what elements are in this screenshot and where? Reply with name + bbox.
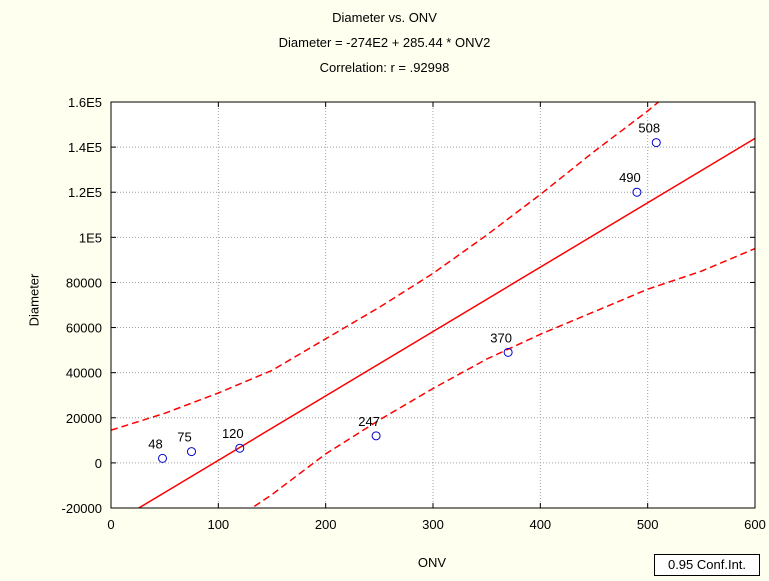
data-point bbox=[187, 447, 196, 457]
data-label: 75 bbox=[177, 430, 191, 445]
x-tick-label: 0 bbox=[107, 517, 114, 532]
data-label: 247 bbox=[358, 414, 380, 429]
y-tick-label: 80000 bbox=[66, 275, 102, 290]
data-label: 508 bbox=[638, 121, 660, 136]
y-tick-label: 60000 bbox=[66, 321, 102, 336]
correlation-text: Correlation: r = .92998 bbox=[319, 60, 450, 75]
chart-subtitle: Diameter = -274E2 + 285.44 * ONV2 bbox=[278, 35, 491, 50]
x-tick-label: 300 bbox=[422, 517, 444, 532]
legend-conf-int: 0.95 Conf.Int. bbox=[654, 554, 760, 576]
y-axis-label: Diameter bbox=[26, 273, 42, 327]
data-label: 490 bbox=[619, 170, 641, 185]
x-tick-label: 200 bbox=[315, 517, 337, 532]
x-axis-label: ONV bbox=[417, 555, 447, 570]
conf-lower-line bbox=[250, 247, 755, 508]
data-point bbox=[158, 453, 168, 463]
chart-title: Diameter vs. ONV bbox=[332, 10, 437, 25]
y-tick-label: 1E5 bbox=[79, 230, 102, 245]
y-tick-label: 20000 bbox=[66, 411, 102, 426]
y-tick-label: 0 bbox=[95, 456, 102, 471]
data-point bbox=[632, 187, 642, 197]
regression-line bbox=[137, 137, 755, 508]
x-tick-label: 400 bbox=[529, 517, 551, 532]
data-label: 48 bbox=[148, 436, 162, 451]
data-point bbox=[371, 431, 381, 441]
data-point bbox=[651, 138, 661, 148]
data-label: 370 bbox=[490, 330, 512, 345]
y-tick-label: 40000 bbox=[66, 366, 102, 381]
y-tick-label: 1.2E5 bbox=[68, 185, 102, 200]
conf-upper-line bbox=[111, 102, 660, 431]
data-point bbox=[503, 347, 513, 357]
y-tick-label: -20000 bbox=[62, 501, 102, 516]
plot-content bbox=[111, 102, 755, 508]
data-point bbox=[235, 443, 245, 453]
x-tick-label: 500 bbox=[637, 517, 659, 532]
x-tick-label: 600 bbox=[744, 517, 766, 532]
y-tick-label: 1.6E5 bbox=[68, 95, 102, 110]
plot-area bbox=[111, 102, 755, 508]
x-tick-label: 100 bbox=[207, 517, 229, 532]
data-label: 120 bbox=[222, 426, 244, 441]
y-tick-label: 1.4E5 bbox=[68, 140, 102, 155]
